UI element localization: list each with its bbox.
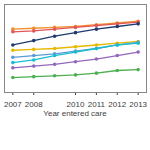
svg-text:2012: 2012	[108, 100, 126, 108]
svg-text:2010: 2010	[67, 100, 85, 108]
svg-text:2013: 2013	[129, 100, 147, 108]
svg-text:2011: 2011	[88, 100, 106, 108]
html-text:Year entered care: Year entered care	[43, 109, 107, 118]
svg-text:2007: 2007	[4, 100, 22, 108]
svg-text:2008: 2008	[25, 100, 43, 108]
